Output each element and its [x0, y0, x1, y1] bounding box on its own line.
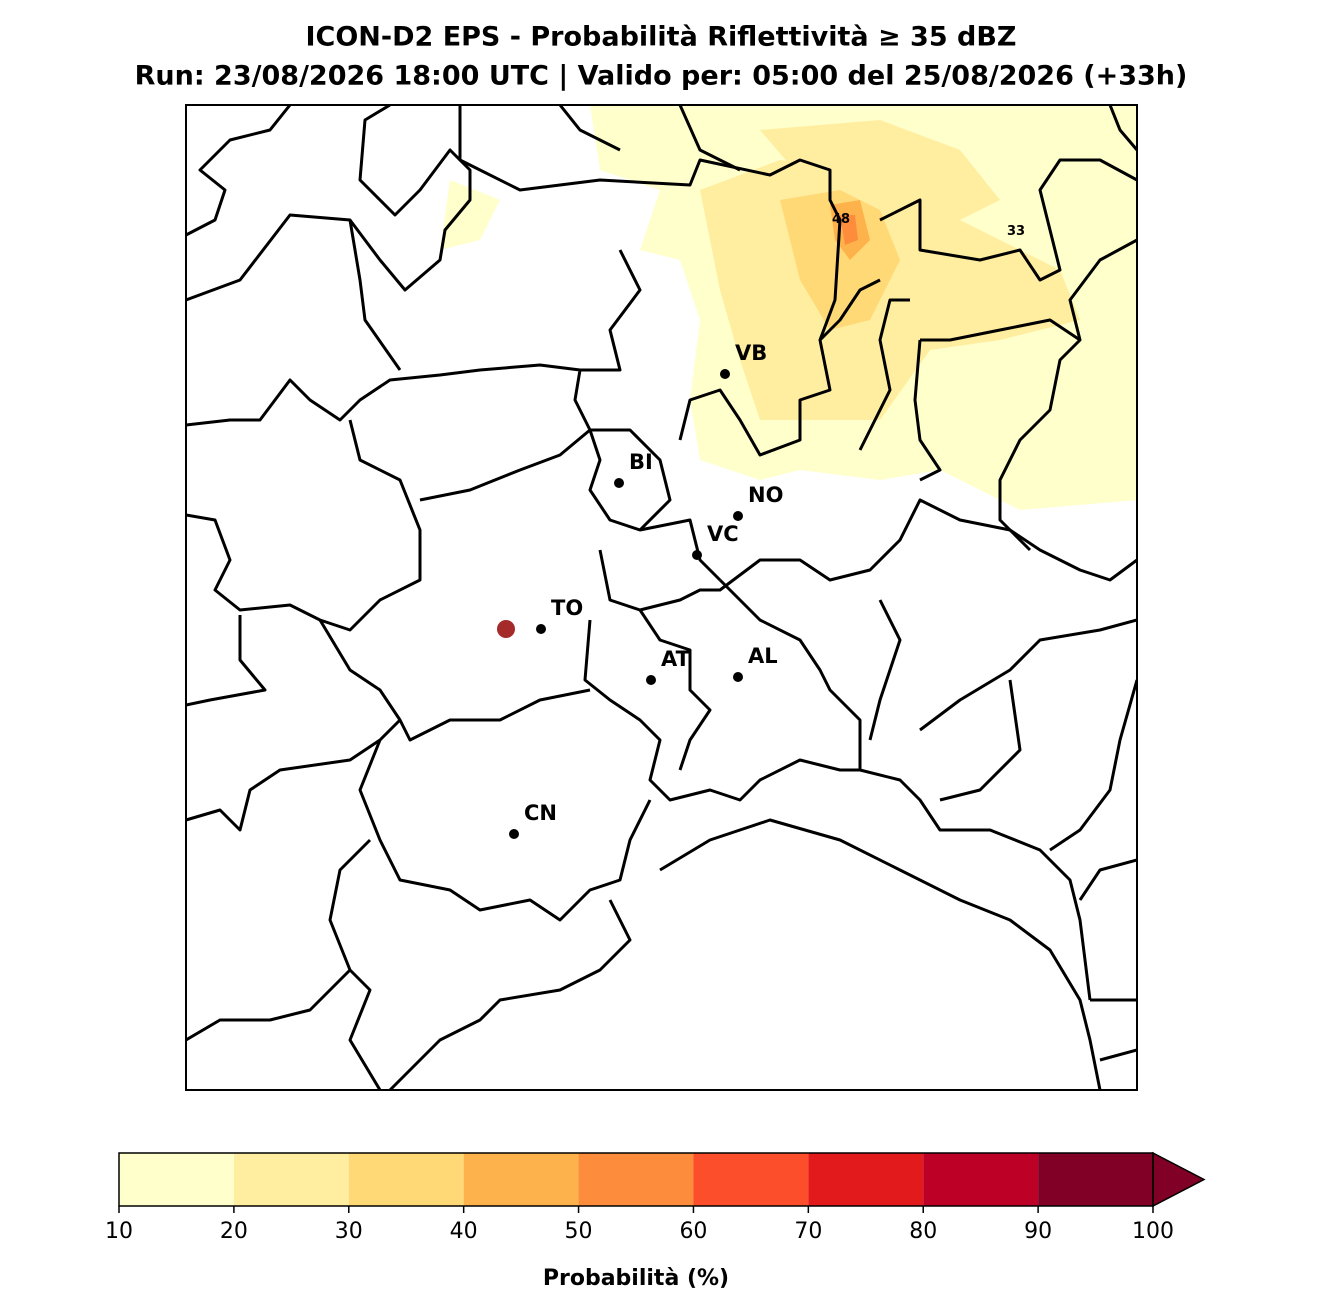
- colorbar-tick-label: 70: [794, 1219, 822, 1244]
- colorbar-segment: [808, 1153, 924, 1206]
- colorbar-extend: [1152, 1151, 1206, 1208]
- colorbar-segment: [693, 1153, 809, 1206]
- colorbar-tick-label: 60: [679, 1219, 707, 1244]
- city-dot: [614, 478, 624, 488]
- colorbar-tick-label: 40: [450, 1219, 478, 1244]
- city-dot: [733, 511, 743, 521]
- colorbar-tick-label: 30: [335, 1219, 363, 1244]
- colorbar-segment: [119, 1153, 234, 1206]
- colorbar-frame: [118, 1152, 1154, 1207]
- colorbar-tick-label: 10: [105, 1219, 133, 1244]
- city-label: TO: [551, 596, 583, 620]
- colorbar-segment: [578, 1153, 694, 1206]
- colorbar-segment: [463, 1153, 579, 1206]
- colorbar-segment: [233, 1153, 349, 1206]
- colorbar-label: Probabilità (%): [543, 1266, 729, 1291]
- city-dot: [720, 369, 730, 379]
- city-dot: [509, 829, 519, 839]
- city-label: AT: [661, 647, 691, 671]
- location-marker: [497, 620, 515, 638]
- colorbar-tick-label: 80: [909, 1219, 937, 1244]
- map-content: [186, 105, 1137, 1090]
- title: ICON-D2 EPS - Probabilità Riflettività ≥…: [305, 22, 1016, 53]
- colorbar-tick-label: 90: [1024, 1219, 1052, 1244]
- cities: VB BI NO VC TO AT AL CN 48 33: [509, 212, 1025, 839]
- colorbar-segment: [923, 1153, 1039, 1206]
- map-frame: [185, 104, 1138, 1091]
- probability-field: [440, 105, 1137, 510]
- subtitle: Run: 23/08/2026 18:00 UTC | Valido per: …: [135, 61, 1188, 92]
- city-label: AL: [748, 644, 778, 668]
- city-dot: [646, 675, 656, 685]
- colorbar-tick-label: 100: [1132, 1219, 1174, 1244]
- city-label: CN: [524, 801, 557, 825]
- prob-30: [780, 190, 900, 330]
- contour-label: 33: [1007, 224, 1025, 239]
- city-label: VB: [735, 341, 767, 365]
- city-label: NO: [748, 483, 783, 507]
- city-dot: [536, 624, 546, 634]
- colorbar-tick-label: 50: [565, 1219, 593, 1244]
- prob-20: [760, 120, 1000, 230]
- city-label: VC: [707, 522, 739, 546]
- borders: [186, 105, 1137, 1090]
- colorbar-segment: [1038, 1153, 1153, 1206]
- colorbar: 10 20 30 40 50 60 70 80 90 100 Probabilità (%): [105, 1151, 1206, 1291]
- city-dot: [692, 550, 702, 560]
- colorbar-segment: [348, 1153, 464, 1206]
- colorbar-tick-label: 20: [220, 1219, 248, 1244]
- city-label: BI: [629, 450, 653, 474]
- prob-10: [440, 180, 500, 250]
- prob-50: [840, 215, 858, 245]
- city-dot: [733, 672, 743, 682]
- map: [185, 104, 1138, 1091]
- contour-label: 48: [832, 212, 850, 227]
